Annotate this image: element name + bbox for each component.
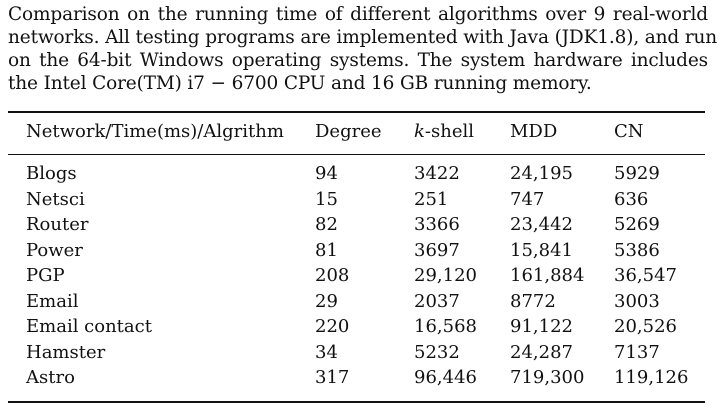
column-header-kshell-k: k	[414, 121, 425, 142]
row-kshell: 3366	[414, 214, 460, 235]
row-cn: 5269	[614, 214, 660, 235]
row-mdd: 24,287	[510, 341, 573, 363]
row-kshell: 3422	[414, 163, 460, 184]
row-cn: 5386	[614, 239, 660, 261]
table-caption: Comparison on the running time of differ…	[8, 3, 718, 95]
row-kshell: 16,568	[414, 316, 477, 337]
row-degree: 34	[315, 341, 338, 363]
row-cn: 636	[614, 188, 649, 210]
column-header-kshell-suffix: -shell	[424, 121, 474, 142]
caption-line: on the 64-bit Windows operating systems.…	[8, 50, 708, 71]
row-mdd: 161,884	[510, 265, 585, 286]
column-header-mdd: MDD	[510, 121, 558, 142]
row-kshell: 96,446	[414, 367, 477, 388]
row-cn: 20,526	[614, 316, 677, 337]
row-network: Email	[26, 290, 79, 312]
row-mdd: 747	[510, 188, 545, 210]
row-network: Hamster	[26, 341, 106, 363]
column-header-degree: Degree	[315, 121, 382, 142]
row-cn: 119,126	[614, 367, 689, 388]
column-header-kshell: k-shell	[414, 121, 474, 143]
row-degree: 82	[315, 214, 338, 235]
row-network: PGP	[26, 265, 65, 286]
header-rule	[8, 154, 705, 155]
row-degree: 220	[315, 316, 350, 337]
row-degree: 317	[315, 367, 350, 388]
row-degree: 15	[315, 188, 338, 210]
column-header-cn: CN	[614, 121, 644, 142]
row-kshell: 3697	[414, 239, 460, 261]
row-mdd: 719,300	[510, 367, 585, 388]
row-degree: 81	[315, 239, 338, 261]
row-mdd: 15,841	[510, 239, 573, 261]
row-network: Netsci	[26, 188, 85, 210]
row-kshell: 29,120	[414, 265, 477, 286]
top-rule	[8, 111, 705, 113]
row-cn: 3003	[614, 290, 660, 312]
row-network: Blogs	[26, 163, 77, 184]
row-kshell: 251	[414, 188, 449, 210]
column-header-network: Network/Time(ms)/Algrithm	[26, 121, 284, 142]
row-mdd: 24,195	[510, 163, 573, 184]
row-degree: 29	[315, 290, 338, 312]
row-kshell: 2037	[414, 290, 460, 312]
row-cn: 36,547	[614, 265, 677, 286]
row-mdd: 23,442	[510, 214, 573, 235]
row-kshell: 5232	[414, 341, 460, 363]
row-cn: 5929	[614, 163, 660, 184]
row-degree: 94	[315, 163, 338, 184]
caption-line: the Intel Core(TM) i7 − 6700 CPU and 16 …	[8, 73, 592, 94]
row-network: Email contact	[26, 316, 152, 337]
row-mdd: 91,122	[510, 316, 573, 337]
row-network: Power	[26, 239, 83, 261]
row-network: Astro	[26, 367, 75, 388]
caption-line: Comparison on the running time of differ…	[8, 4, 708, 25]
row-cn: 7137	[614, 341, 660, 363]
row-network: Router	[26, 214, 89, 235]
row-mdd: 8772	[510, 290, 556, 312]
caption-line: networks. All testing programs are imple…	[8, 27, 718, 48]
bottom-rule	[8, 401, 705, 403]
row-degree: 208	[315, 265, 350, 286]
